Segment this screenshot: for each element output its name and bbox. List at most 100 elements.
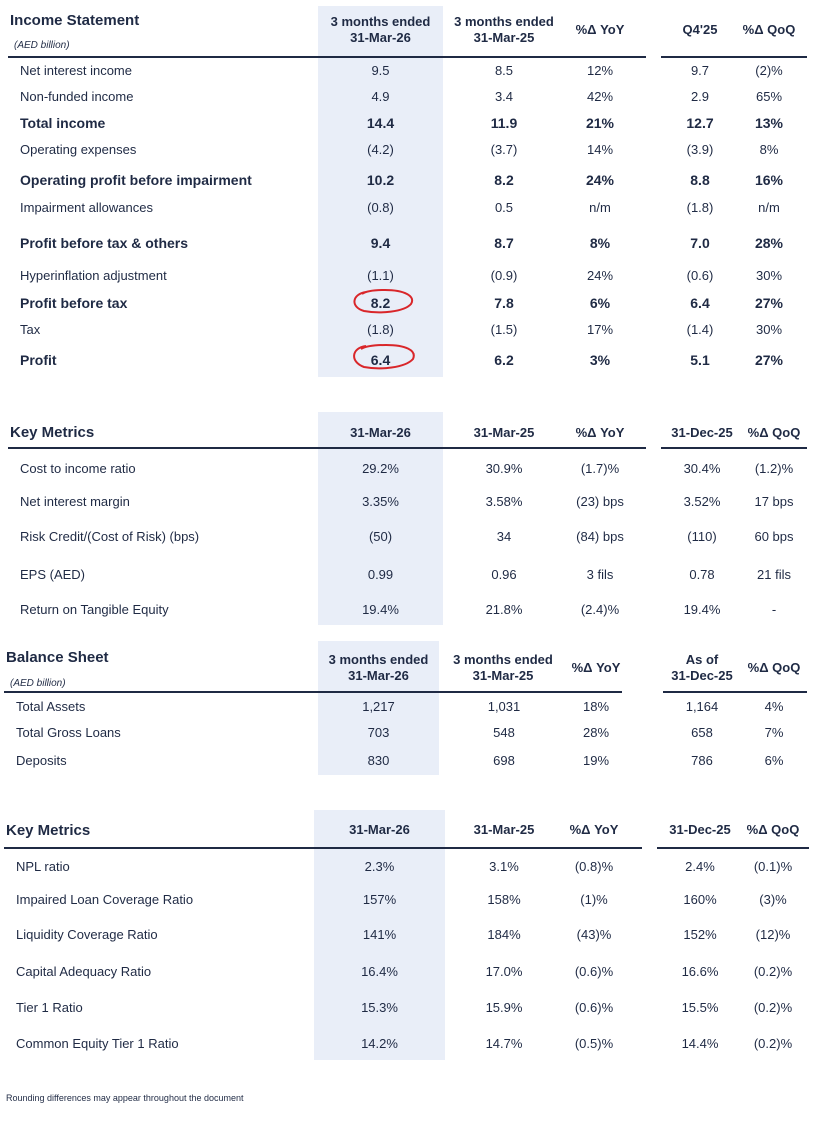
- row-label: Total Gross Loans: [16, 725, 121, 740]
- row-value: (0.1)%: [753, 859, 793, 874]
- row-value: (50): [368, 529, 393, 544]
- row-value: 21%: [585, 115, 615, 131]
- row-label: Profit: [20, 352, 57, 368]
- row-value: (0.6)%: [574, 1000, 614, 1015]
- row-value: 28%: [754, 235, 784, 251]
- row-value: 27%: [754, 295, 784, 311]
- km-header-col4: 31-Dec-25: [671, 425, 733, 440]
- row-value: 42%: [586, 89, 614, 104]
- row-value: 15.9%: [485, 1000, 523, 1015]
- row-value: 34: [496, 529, 512, 544]
- row-value: (1.5): [490, 322, 518, 337]
- row-value: 152%: [683, 927, 717, 942]
- km2-header-col3: %Δ YoY: [569, 822, 619, 837]
- bs-header-col4: As of 31-Dec-25: [671, 652, 733, 683]
- row-value: 184%: [487, 927, 521, 942]
- row-label: Operating profit before impairment: [20, 172, 252, 188]
- row-value: 19.4%: [362, 602, 399, 617]
- row-value: (1.8): [367, 322, 394, 337]
- row-value: 160%: [683, 892, 717, 907]
- row-label: Total income: [20, 115, 106, 131]
- row-value: 15.3%: [361, 1000, 398, 1015]
- row-value: 15.5%: [681, 1000, 719, 1015]
- row-value: 29.2%: [362, 461, 399, 476]
- km2-header-col1: 31-Mar-26: [349, 822, 410, 837]
- key-metrics-title: Key Metrics: [10, 424, 95, 441]
- row-value: 3.58%: [485, 494, 523, 509]
- row-value: 10.2: [366, 172, 395, 188]
- row-value: 1,217: [362, 699, 395, 714]
- bs-header-col2: 3 months ended 31-Mar-25: [453, 652, 553, 683]
- row-value: 11.9: [490, 115, 518, 131]
- balance-sheet-title: Balance Sheet: [6, 649, 109, 666]
- row-value: 8.2: [494, 172, 514, 188]
- bs-header-col3: %Δ YoY: [571, 660, 621, 675]
- km-header-col5: %Δ QoQ: [747, 425, 801, 440]
- row-value: 9.7: [690, 63, 710, 78]
- km2-header-rule-right: [657, 847, 809, 849]
- km2-header-col4: 31-Dec-25: [669, 822, 731, 837]
- row-value: (1)%: [580, 892, 608, 907]
- row-label: Profit before tax & others: [20, 235, 189, 251]
- is-header-col4: Q4'25: [682, 22, 718, 37]
- row-value: (2.4)%: [580, 602, 620, 617]
- row-value: 9.5: [371, 63, 390, 78]
- row-value: (3.9): [686, 142, 714, 157]
- footer-note: Rounding differences may appear througho…: [6, 1093, 244, 1103]
- row-value: 8%: [759, 142, 779, 157]
- row-value: (1.4): [686, 322, 714, 337]
- row-value: 30%: [755, 268, 783, 283]
- row-value: 21 fils: [757, 567, 791, 582]
- bs-header-col1: 3 months ended 31-Mar-26: [328, 652, 429, 683]
- row-value: 6.4: [690, 295, 710, 311]
- row-value: 7.8: [494, 295, 514, 311]
- bs-header-rule-left: [4, 691, 622, 693]
- row-value: 157%: [362, 892, 397, 907]
- row-value: 16.6%: [681, 964, 719, 979]
- is-header-rule-left: [8, 56, 646, 58]
- key-metrics-highlight-column: [318, 412, 443, 625]
- balance-sheet-unit: (AED billion): [10, 678, 66, 689]
- row-value: 16.4%: [361, 964, 398, 979]
- row-value: 14.4%: [681, 1036, 719, 1051]
- is-header-col3: %Δ YoY: [575, 22, 625, 37]
- row-value: (0.2)%: [753, 964, 793, 979]
- row-value: 141%: [362, 927, 397, 942]
- row-value: (0.2)%: [753, 1036, 793, 1051]
- row-value: 12.7: [686, 115, 714, 131]
- income-statement-title: Income Statement: [10, 12, 140, 29]
- row-value: 7.0: [690, 235, 710, 251]
- row-value: 14.4: [366, 115, 395, 131]
- row-value: 8.2: [370, 295, 391, 311]
- row-value: (23) bps: [576, 494, 624, 509]
- row-value: 698: [493, 753, 515, 768]
- row-value: 16%: [754, 172, 784, 188]
- is-header-rule-right: [661, 56, 807, 58]
- key-metrics-2-highlight-column: [314, 810, 445, 1060]
- bs-header-col5: %Δ QoQ: [747, 660, 801, 675]
- row-value: 6%: [589, 295, 611, 311]
- row-value: 4%: [764, 699, 784, 714]
- row-label: Common Equity Tier 1 Ratio: [16, 1036, 179, 1051]
- row-value: 0.78: [689, 567, 715, 582]
- row-value: (0.8)%: [574, 859, 614, 874]
- row-value: 17 bps: [754, 494, 794, 509]
- row-value: 4.9: [371, 89, 390, 104]
- row-value: 24%: [585, 172, 615, 188]
- row-value: 7%: [764, 725, 784, 740]
- row-value: 6.2: [494, 352, 514, 368]
- km-header-col2: 31-Mar-25: [473, 425, 535, 440]
- row-value: 3.35%: [362, 494, 399, 509]
- row-label: Impairment allowances: [20, 200, 153, 215]
- row-value: 2.9: [690, 89, 710, 104]
- row-value: 8%: [589, 235, 611, 251]
- bs-header-rule-right: [663, 691, 807, 693]
- row-label: Net interest income: [20, 63, 132, 78]
- row-value: 12%: [586, 63, 614, 78]
- row-value: 3.1%: [489, 859, 519, 874]
- row-value: 2.3%: [364, 859, 395, 874]
- row-value: 548: [493, 725, 515, 740]
- km-header-col3: %Δ YoY: [575, 425, 625, 440]
- row-value: -: [771, 602, 777, 617]
- row-value: 30.4%: [683, 461, 721, 476]
